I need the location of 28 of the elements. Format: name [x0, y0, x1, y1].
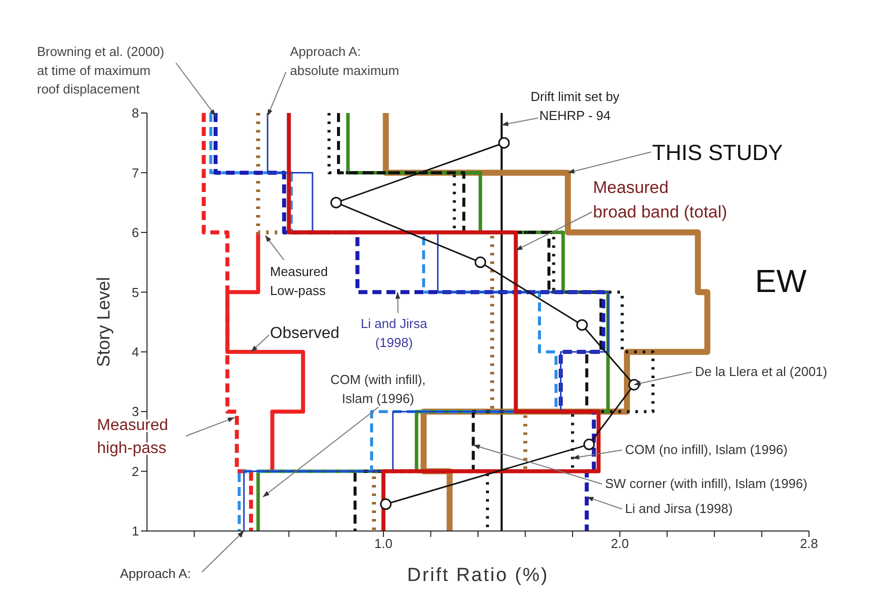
annotation: De la Llera et al (2001)	[695, 364, 828, 379]
y-tick-label: 2	[132, 464, 139, 479]
annotation: Measured Low-pass	[270, 264, 328, 298]
y-tick-label: 4	[132, 344, 139, 360]
annotation: Measured broad band (total)	[593, 178, 728, 222]
y-tick-label: 8	[132, 106, 139, 121]
annotation: Browning et al. (2000) at time of maximum roof displacement	[37, 44, 164, 97]
annotation: EW	[755, 263, 808, 299]
y-tick-label: 1	[132, 524, 139, 539]
y-tick-label: 5	[132, 284, 139, 300]
annotation: Drift limit set by NEHRP - 94	[530, 89, 620, 123]
x-tick-label: 2.0	[610, 536, 629, 552]
annotation: Approach A: absolute maximum	[290, 44, 400, 78]
x-axis-title: Drift Ratio (%)	[407, 565, 549, 586]
y-axis-title: Story Level	[93, 276, 114, 368]
annotation: Observed	[270, 325, 340, 342]
annotation: COM (with infill), Islam (1996)	[330, 372, 426, 406]
y-tick-label: 3	[132, 404, 139, 420]
y-tick-label: 7	[132, 165, 139, 180]
x-tick-label: 2.8	[800, 536, 818, 552]
annotation: Approach A:	[120, 566, 191, 581]
annotation: COM (no infill), Islam (1996)	[625, 442, 788, 457]
annotation: Li and Jirsa (1998)	[625, 501, 733, 516]
annotation: SW corner (with infill), Islam (1996)	[605, 476, 808, 491]
annotation: THIS STUDY	[652, 140, 784, 165]
annotation: Li and Jirsa (1998)	[360, 316, 428, 350]
y-tick-label: 6	[132, 225, 139, 240]
x-tick-label: 1.0	[374, 536, 392, 552]
